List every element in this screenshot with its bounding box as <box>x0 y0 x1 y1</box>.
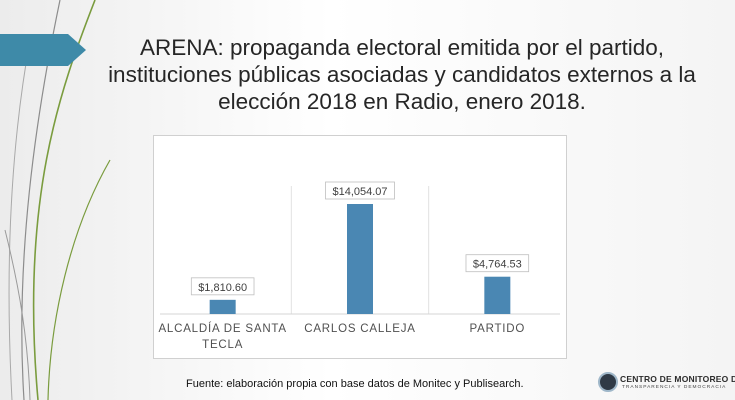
category-label-1: CARLOS CALLEJA <box>304 323 416 335</box>
slide-title: ARENA: propaganda electoral emitida por … <box>108 35 696 114</box>
logo-subtitle: TRANSPARENCIA Y DEMOCRACIA <box>622 385 727 390</box>
data-label-1: $14,054.07 <box>332 186 387 198</box>
chart-canvas: $1,810.60 ALCALDÍA DE SANTA TECLA $14,054.0… <box>158 181 560 351</box>
logo-name: CENTRO DE MONITOREO DE <box>620 374 735 384</box>
logo-badge-icon <box>598 372 618 392</box>
bar-0 <box>209 299 236 314</box>
data-label-box-0 <box>190 277 255 296</box>
data-label-box-2 <box>465 254 530 273</box>
category-label-2: PARTIDO <box>470 323 526 335</box>
source-note: Fuente: elaboración propia con base dato… <box>186 378 524 390</box>
bar-2 <box>484 276 511 314</box>
bar-chart: $1,810.60 ALCALDÍA DE SANTA TECLA $14,054.0… <box>153 135 567 359</box>
category-label-0: ALCALDÍA DE SANTA <box>158 322 286 335</box>
data-label-box-1 <box>325 181 395 200</box>
organization-logo: CENTRO DE MONITOREO DE TRANSPARENCIA Y D… <box>598 372 735 396</box>
data-label-0: $1,810.60 <box>198 282 247 294</box>
category-label-0-line1: TECLA <box>202 339 243 351</box>
title-arrow-shape <box>0 34 86 66</box>
bar-1 <box>347 204 373 314</box>
data-label-2: $4,764.53 <box>473 259 522 271</box>
